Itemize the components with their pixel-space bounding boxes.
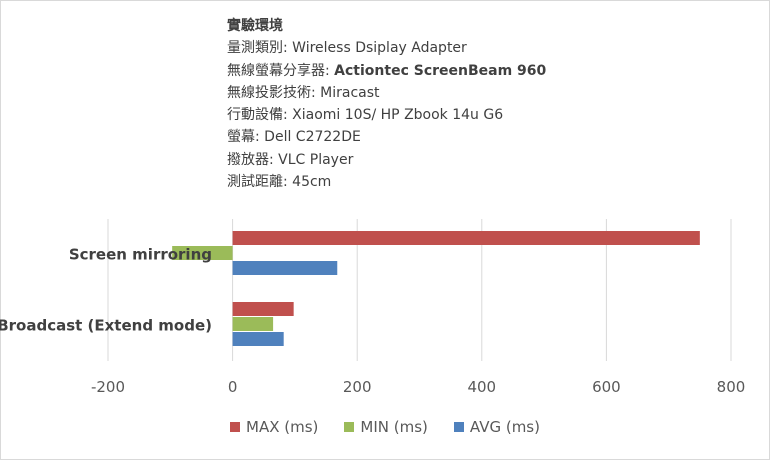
bar-max — [232, 302, 294, 316]
info-line: 撥放器: VLC Player — [227, 149, 546, 171]
info-value: Dell C2722DE — [264, 129, 361, 146]
x-tick-label: 600 — [592, 378, 621, 396]
info-line: 量測類別: Wireless Dsiplay Adapter — [227, 37, 546, 59]
info-value: Wireless Dsiplay Adapter — [292, 40, 467, 57]
legend-swatch-max — [230, 422, 240, 432]
legend-label-avg: AVG (ms) — [469, 418, 540, 436]
legend: MAX (ms) MIN (ms) AVG (ms) — [0, 418, 770, 436]
info-value: 45cm — [292, 174, 332, 191]
info-value: Miracast — [320, 84, 380, 101]
info-line: 行動設備: Xiaomi 10S/ HP Zbook 14u G6 — [227, 104, 546, 126]
legend-swatch-avg — [453, 422, 464, 432]
info-label: 無線螢幕分享器: — [227, 62, 335, 79]
legend-label-min: MIN (ms) — [360, 418, 428, 436]
info-value: VLC Player — [278, 151, 354, 168]
category-label: Screen mirroring — [69, 246, 212, 264]
info-line: 無線螢幕分享器: Actiontec ScreenBeam 960 — [227, 60, 546, 82]
info-line: 螢幕: Dell C2722DE — [227, 126, 546, 148]
x-tick-label: 800 — [717, 378, 746, 396]
legend-swatch-min — [344, 422, 355, 432]
info-label: 行動設備: — [227, 107, 293, 124]
x-tick-label: -200 — [91, 378, 125, 396]
info-title: 實驗環境 — [227, 18, 283, 34]
x-tick-label: 0 — [228, 378, 238, 396]
info-label: 螢幕: — [227, 129, 265, 146]
category-label: Broadcast (Extend mode) — [0, 317, 212, 335]
bar-avg — [232, 332, 284, 346]
legend-label-max: MAX (ms) — [246, 418, 319, 436]
x-tick-label: 400 — [467, 378, 496, 396]
info-label: 撥放器: — [227, 151, 279, 168]
info-label: 無線投影技術: — [227, 84, 321, 101]
legend-item-avg: AVG (ms) — [453, 418, 540, 436]
bar-min — [232, 317, 274, 331]
legend-item-max: MAX (ms) — [230, 418, 318, 436]
bar-max — [232, 231, 700, 245]
info-line: 測試距離: 45cm — [227, 171, 546, 193]
bar-min — [172, 246, 233, 260]
info-line: 無線投影技術: Miracast — [227, 82, 546, 104]
legend-item-min: MIN (ms) — [344, 418, 428, 436]
bar-avg — [232, 261, 338, 275]
info-label: 測試距離: — [227, 174, 293, 191]
info-label: 量測類別: — [227, 40, 293, 57]
info-value: Xiaomi 10S/ HP Zbook 14u G6 — [292, 107, 504, 124]
x-tick-label: 200 — [343, 378, 372, 396]
experiment-info: 實驗環境 量測類別: Wireless Dsiplay Adapter 無線螢幕… — [227, 15, 546, 193]
info-value: Actiontec ScreenBeam 960 — [334, 62, 547, 79]
